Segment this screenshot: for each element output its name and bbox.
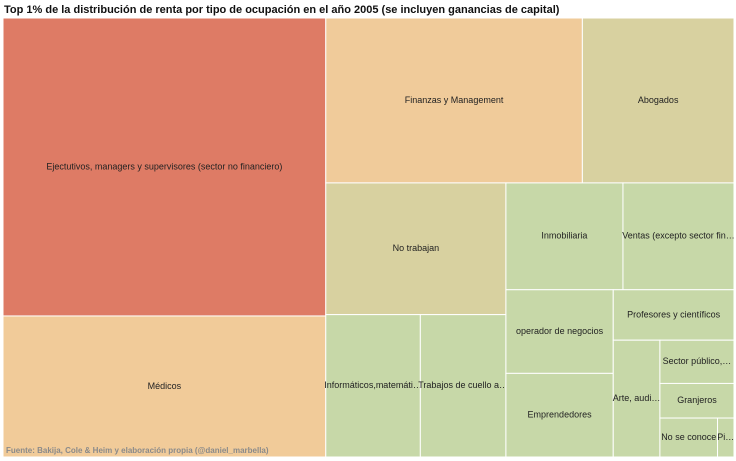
cell	[612, 289, 735, 341]
cell-label: Arte, audi…	[613, 393, 661, 403]
cell	[505, 182, 624, 291]
cell-label: Pi…	[717, 432, 734, 442]
cell-label: Granjeros	[677, 395, 717, 405]
cell-label: No trabajan	[393, 243, 440, 253]
cell-label: Informáticos,matemáti…	[324, 380, 422, 390]
cell-label: Inmobiliaria	[541, 231, 587, 241]
cell-label: Médicos	[148, 381, 182, 391]
cell-label: Emprendedores	[528, 410, 593, 420]
cell-label: Finanzas y Management	[405, 95, 504, 105]
cell	[2, 315, 327, 458]
cell	[505, 289, 614, 374]
cell-label: Ventas (excepto sector fin…	[622, 231, 735, 241]
cell-label: No se conoce	[661, 432, 716, 442]
cell-label: Ejectutivos, managers y supervisores (se…	[46, 161, 282, 171]
cell	[659, 417, 719, 458]
cell	[325, 314, 421, 458]
cell-label: Trabajos de cuello a…	[418, 380, 508, 390]
cell	[659, 339, 735, 384]
chart-title: Top 1% de la distribución de renta por t…	[4, 4, 560, 16]
source-note: Fuente: Bakija, Cole & Heim y elaboració…	[6, 446, 269, 455]
cell	[325, 17, 583, 184]
cell-label: Sector público,…	[663, 356, 732, 366]
cell-label: Profesores y científicos	[627, 309, 721, 319]
cell	[2, 17, 327, 317]
cell	[325, 182, 507, 316]
cell	[419, 314, 507, 458]
treemap: Ejectutivos, managers y supervisores (se…	[2, 17, 735, 458]
cell-label: operador de negocios	[516, 326, 604, 336]
cell	[581, 17, 735, 184]
cell-label: Abogados	[638, 95, 679, 105]
cell	[612, 339, 661, 458]
cell	[717, 417, 735, 458]
